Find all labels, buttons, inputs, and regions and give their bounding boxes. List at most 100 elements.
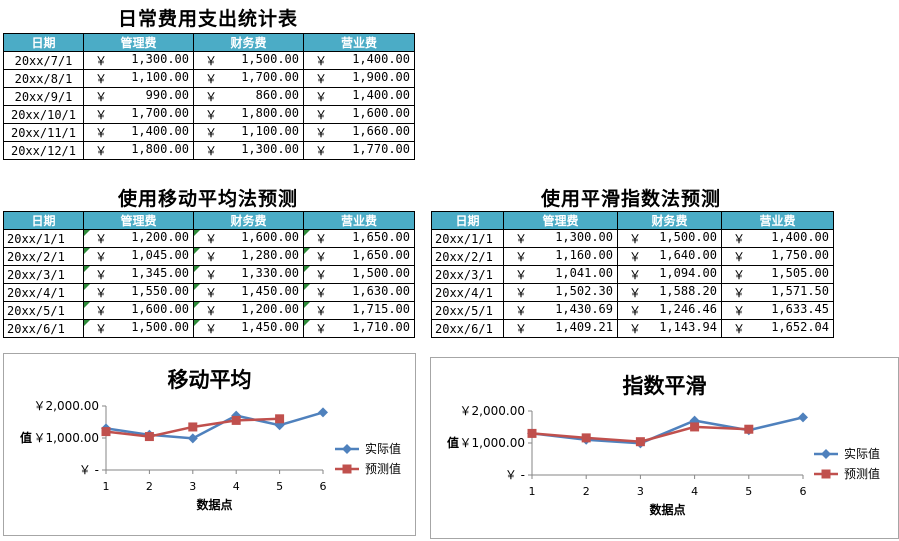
amount-cell[interactable]: ￥ 1,652.04 xyxy=(721,319,834,338)
amount-cell[interactable]: ￥ 1,143.94 xyxy=(617,319,722,338)
amount-cell[interactable]: ￥ 1,750.00 xyxy=(721,247,834,266)
amount-cell[interactable]: ￥ 1,502.30 xyxy=(503,283,618,302)
column-header[interactable]: 营业费 xyxy=(721,211,834,230)
date-cell[interactable]: 20xx/10/1 xyxy=(3,105,84,124)
amount-cell[interactable]: ￥ 1,700.00 xyxy=(193,69,304,88)
moving-avg-chart[interactable]: 移动平均 ￥ - ￥1,000.00 ￥2,000.00 1 2 3 4 5 6 数据点 值实际值预… xyxy=(3,353,416,536)
amount-cell[interactable]: ￥ 1,800.00 xyxy=(83,141,194,160)
column-header[interactable]: 管理费 xyxy=(503,211,618,230)
column-header[interactable]: 财务费 xyxy=(193,33,304,52)
amount-cell[interactable]: ￥ 1,800.00 xyxy=(193,105,304,124)
date-cell[interactable]: 20xx/9/1 xyxy=(3,87,84,106)
currency-symbol: ￥ xyxy=(515,268,528,282)
amount-cell[interactable]: ￥ 1,505.00 xyxy=(721,265,834,284)
date-cell[interactable]: 20xx/8/1 xyxy=(3,69,84,88)
amount-cell[interactable]: ￥ 1,160.00 xyxy=(503,247,618,266)
amount-cell[interactable]: ￥ 1,430.69 xyxy=(503,301,618,320)
amount-cell[interactable]: ￥ 1,200.00 xyxy=(83,229,194,248)
amount-cell[interactable]: ￥ 1,600.00 xyxy=(83,301,194,320)
amount-cell[interactable]: ￥ 1,100.00 xyxy=(83,69,194,88)
amount-cell[interactable]: ￥ 1,400.00 xyxy=(83,123,194,142)
amount-cell[interactable]: ￥ 1,500.00 xyxy=(83,319,194,338)
amount-cell[interactable]: ￥ 1,650.00 xyxy=(303,229,415,248)
date-cell[interactable]: 20xx/3/1 xyxy=(3,265,84,284)
amount-cell[interactable]: ￥ 1,450.00 xyxy=(193,319,304,338)
amount-cell[interactable]: ￥ 1,550.00 xyxy=(83,283,194,302)
amount-cell[interactable]: ￥ 1,715.00 xyxy=(303,301,415,320)
amount-cell[interactable]: ￥ 1,400.00 xyxy=(721,229,834,248)
date-cell[interactable]: 20xx/5/1 xyxy=(3,301,84,320)
amount-cell[interactable]: ￥ 1,650.00 xyxy=(303,247,415,266)
amount-cell[interactable]: ￥ 1,640.00 xyxy=(617,247,722,266)
amount-cell[interactable]: ￥ 1,045.00 xyxy=(83,247,194,266)
date-cell[interactable]: 20xx/5/1 xyxy=(431,301,504,320)
amount-cell[interactable]: ￥ 1,409.21 xyxy=(503,319,618,338)
column-header[interactable]: 日期 xyxy=(431,211,504,230)
date-cell[interactable]: 20xx/7/1 xyxy=(3,51,84,70)
smoothing-chart[interactable]: 指数平滑 ￥ - ￥1,000.00 ￥2,000.00 1 2 3 4 5 6 数据点 值实际值预… xyxy=(430,357,899,539)
table-row: 20xx/8/1 ￥ 1,100.00 ￥ 1,700.00 ￥ 1,900.00 xyxy=(3,69,415,88)
amount-cell[interactable]: ￥ 1,330.00 xyxy=(193,265,304,284)
date-cell[interactable]: 20xx/1/1 xyxy=(3,229,84,248)
amount-cell[interactable]: ￥ 1,300.00 xyxy=(83,51,194,70)
amount-cell[interactable]: ￥ 990.00 xyxy=(83,87,194,106)
amount-cell[interactable]: ￥ 1,200.00 xyxy=(193,301,304,320)
amount-cell[interactable]: ￥ 1,600.00 xyxy=(303,105,415,124)
date-cell[interactable]: 20xx/12/1 xyxy=(3,141,84,160)
date-cell[interactable]: 20xx/1/1 xyxy=(431,229,504,248)
date-cell[interactable]: 20xx/11/1 xyxy=(3,123,84,142)
amount-value: 1,571.50 xyxy=(771,284,829,299)
legend-marker xyxy=(342,444,352,454)
column-header[interactable]: 日期 xyxy=(3,33,84,52)
column-header[interactable]: 财务费 xyxy=(193,211,304,230)
date-cell[interactable]: 20xx/6/1 xyxy=(3,319,84,338)
date-cell[interactable]: 20xx/4/1 xyxy=(431,283,504,302)
amount-cell[interactable]: ￥ 1,630.00 xyxy=(303,283,415,302)
amount-cell[interactable]: ￥ 1,400.00 xyxy=(303,51,415,70)
table-row: 20xx/2/1 ￥ 1,045.00 ￥ 1,280.00 ￥ 1,650.00 xyxy=(3,247,415,266)
amount-cell[interactable]: ￥ 1,300.00 xyxy=(503,229,618,248)
column-header[interactable]: 财务费 xyxy=(617,211,722,230)
amount-cell[interactable]: ￥ 1,450.00 xyxy=(193,283,304,302)
amount-cell[interactable]: ￥ 1,900.00 xyxy=(303,69,415,88)
column-header[interactable]: 管理费 xyxy=(83,211,194,230)
amount-cell[interactable]: ￥ 1,700.00 xyxy=(83,105,194,124)
amount-cell[interactable]: ￥ 1,571.50 xyxy=(721,283,834,302)
amount-value: 1,400.00 xyxy=(352,88,410,103)
amount-cell[interactable]: ￥ 1,600.00 xyxy=(193,229,304,248)
amount-cell[interactable]: ￥ 1,500.00 xyxy=(193,51,304,70)
table-row: 20xx/9/1 ￥ 990.00 ￥ 860.00 ￥ 1,400.00 xyxy=(3,87,415,106)
date-cell[interactable]: 20xx/2/1 xyxy=(431,247,504,266)
amount-value: 1,715.00 xyxy=(352,302,410,317)
amount-cell[interactable]: ￥ 1,300.00 xyxy=(193,141,304,160)
amount-cell[interactable]: ￥ 1,246.46 xyxy=(617,301,722,320)
amount-cell[interactable]: ￥ 860.00 xyxy=(193,87,304,106)
column-header[interactable]: 营业费 xyxy=(303,33,415,52)
amount-cell[interactable]: ￥ 1,280.00 xyxy=(193,247,304,266)
column-header[interactable]: 管理费 xyxy=(83,33,194,52)
amount-cell[interactable]: ￥ 1,660.00 xyxy=(303,123,415,142)
moving-avg-table: 日期 管理费 财务费 营业费 20xx/1/1 ￥ 1,200.00 ￥ 1,600.00 ￥ 1,… xyxy=(3,211,415,338)
date-cell[interactable]: 20xx/3/1 xyxy=(431,265,504,284)
amount-cell[interactable]: ￥ 1,400.00 xyxy=(303,87,415,106)
amount-cell[interactable]: ￥ 1,094.00 xyxy=(617,265,722,284)
y-tick-label: ￥ - xyxy=(505,468,525,482)
column-header[interactable]: 日期 xyxy=(3,211,84,230)
table-row: 20xx/4/1 ￥ 1,550.00 ￥ 1,450.00 ￥ 1,630.00 xyxy=(3,283,415,302)
amount-cell[interactable]: ￥ 1,500.00 xyxy=(303,265,415,284)
amount-cell[interactable]: ￥ 1,633.45 xyxy=(721,301,834,320)
amount-cell[interactable]: ￥ 1,588.20 xyxy=(617,283,722,302)
amount-cell[interactable]: ￥ 1,710.00 xyxy=(303,319,415,338)
date-cell[interactable]: 20xx/6/1 xyxy=(431,319,504,338)
amount-cell[interactable]: ￥ 1,041.00 xyxy=(503,265,618,284)
amount-cell[interactable]: ￥ 1,770.00 xyxy=(303,141,415,160)
amount-cell[interactable]: ￥ 1,345.00 xyxy=(83,265,194,284)
date-cell[interactable]: 20xx/4/1 xyxy=(3,283,84,302)
amount-cell[interactable]: ￥ 1,500.00 xyxy=(617,229,722,248)
date-cell[interactable]: 20xx/2/1 xyxy=(3,247,84,266)
amount-cell[interactable]: ￥ 1,100.00 xyxy=(193,123,304,142)
column-header[interactable]: 营业费 xyxy=(303,211,415,230)
y-tick-label: ￥1,000.00 xyxy=(34,431,99,445)
amount-value: 1,200.00 xyxy=(241,302,299,317)
